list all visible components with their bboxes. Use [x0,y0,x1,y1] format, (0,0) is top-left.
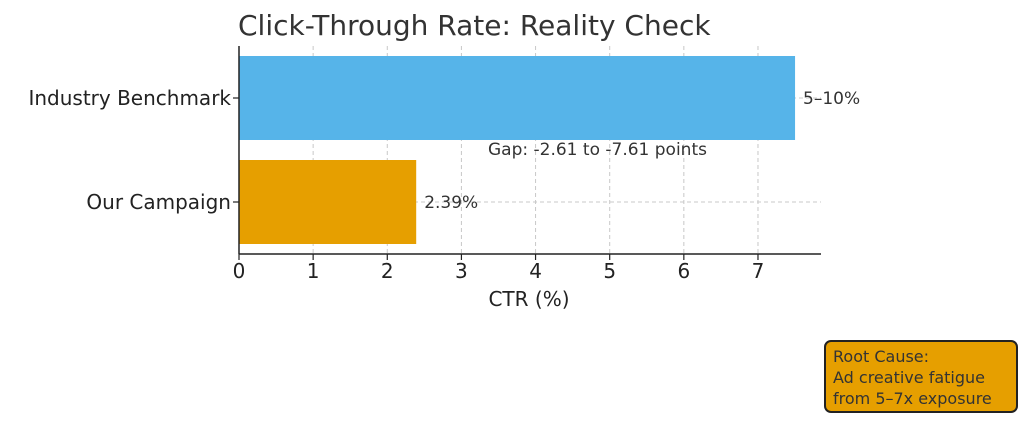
x-tick-label-6: 6 [677,259,690,283]
x-tick-label-5: 5 [603,259,616,283]
x-tick-label-1: 1 [307,259,320,283]
gap-annotation: Gap: -2.61 to -7.61 points [488,140,707,160]
x-tick-label-7: 7 [752,259,765,283]
chart-title: Click-Through Rate: Reality Check [238,9,711,42]
x-tick-label-0: 0 [233,259,246,283]
bar-value-label-0: 2.39% [424,193,478,213]
bar-1 [239,56,796,140]
root-cause-note: Root Cause: Ad creative fatigue from 5–7… [824,340,1018,413]
axes [238,46,821,255]
x-tick-label-4: 4 [529,259,542,283]
y-tick-label-0: Our Campaign [86,190,231,214]
x-tick-label-3: 3 [455,259,468,283]
bars [239,56,796,244]
root-cause-line-2: Ad creative fatigue [833,368,985,387]
bar-value-label-1: 5–10% [803,89,860,109]
x-axis-label: CTR (%) [488,287,569,311]
x-ticks: 0 1 2 3 4 5 6 7 [233,254,765,283]
root-cause-line-3: from 5–7x exposure [833,389,992,408]
y-tick-label-1: Industry Benchmark [28,86,231,110]
bar-0 [239,160,417,244]
x-tick-label-2: 2 [381,259,394,283]
root-cause-line-1: Root Cause: [833,347,930,366]
y-tick-labels: Our Campaign Industry Benchmark [28,86,239,214]
bar-value-labels: 2.39% 5–10% [424,89,860,213]
